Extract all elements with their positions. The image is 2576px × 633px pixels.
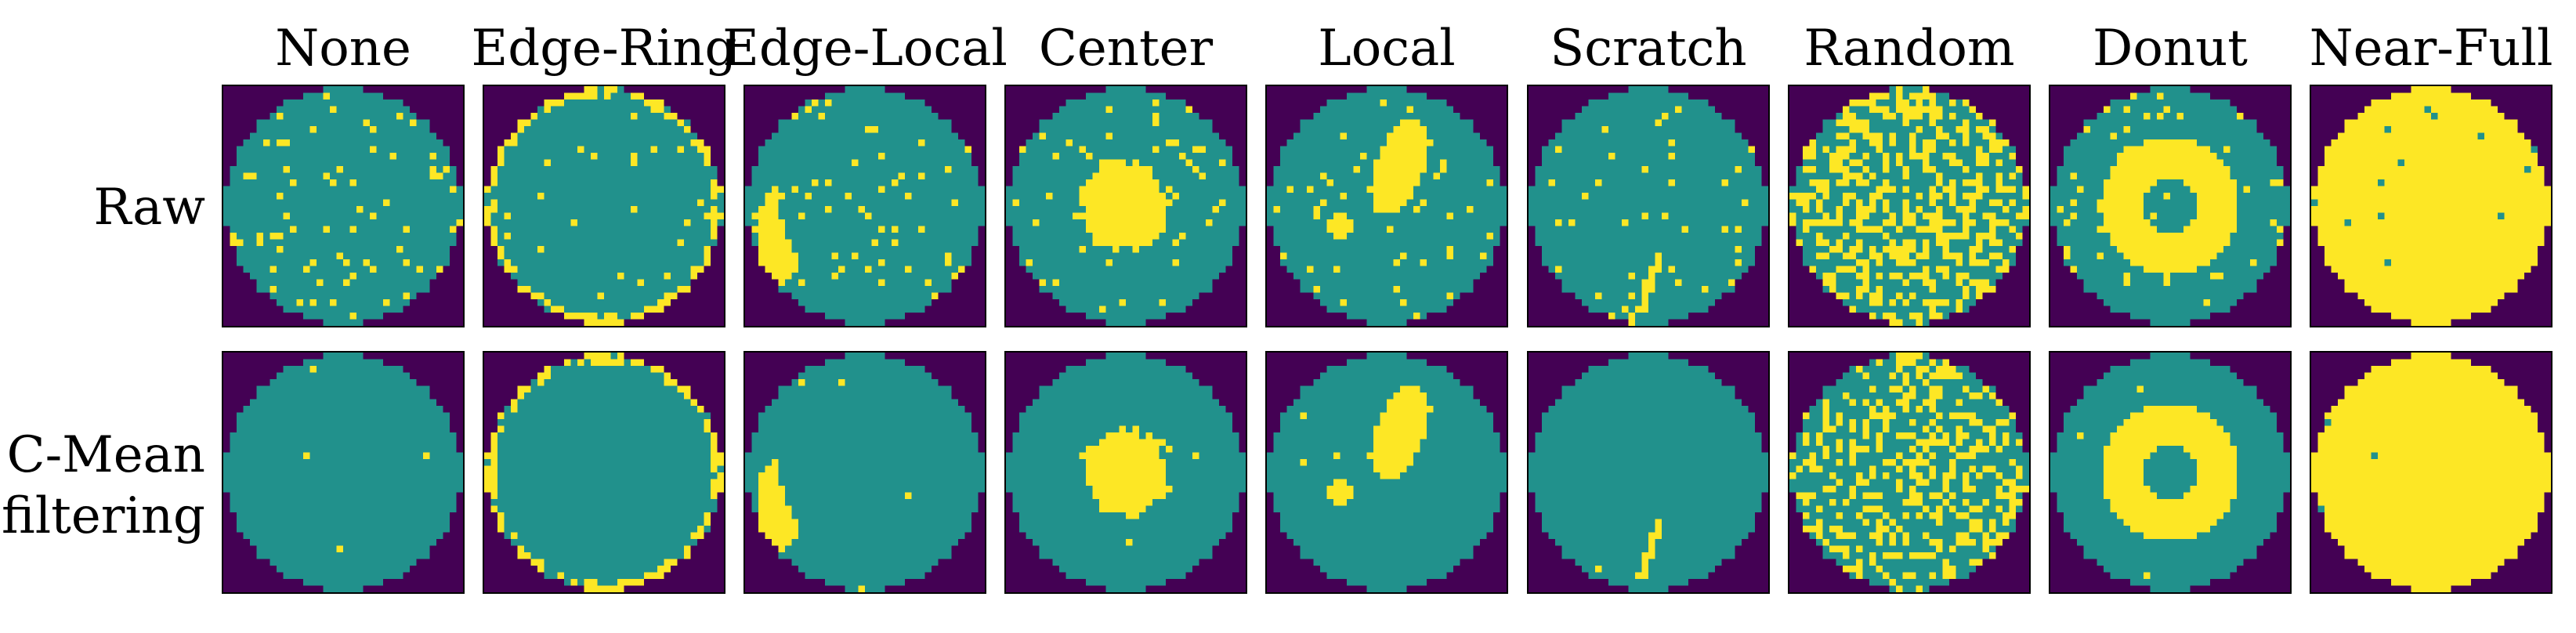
wafer-map-filtered-center xyxy=(1004,351,1247,594)
row-label-raw: Raw xyxy=(93,179,205,237)
wafer-map-filtered-none xyxy=(222,351,465,594)
column-label-scratch: Scratch xyxy=(1550,20,1747,78)
row-label-cmean-line1: C-Mean xyxy=(6,426,205,484)
wafer-map-filtered-near-full xyxy=(2310,351,2552,594)
wafer-map-filtered-local xyxy=(1265,351,1508,594)
wafer-map-raw-random xyxy=(1788,85,2031,327)
wafer-map-raw-edge-local xyxy=(743,85,986,327)
wafer-map-raw-center xyxy=(1004,85,1247,327)
column-label-none: None xyxy=(275,20,411,78)
wafer-map-raw-near-full xyxy=(2310,85,2552,327)
wafer-map-filtered-random xyxy=(1788,351,2031,594)
column-label-near-full: Near-Full xyxy=(2309,20,2553,78)
column-label-random: Random xyxy=(1804,20,2015,78)
row-label-cmean-line2: filtering xyxy=(2,487,205,545)
wafer-map-raw-donut xyxy=(2049,85,2292,327)
wafer-map-raw-none xyxy=(222,85,465,327)
wafer-map-filtered-scratch xyxy=(1527,351,1770,594)
column-label-center: Center xyxy=(1038,20,1214,78)
wafer-map-raw-local xyxy=(1265,85,1508,327)
column-label-edge-ring: Edge-Ring xyxy=(471,20,737,78)
column-label-edge-local: Edge-Local xyxy=(722,20,1008,78)
wafer-map-raw-scratch xyxy=(1527,85,1770,327)
column-label-donut: Donut xyxy=(2093,20,2248,78)
wafer-map-filtered-donut xyxy=(2049,351,2292,594)
column-label-local: Local xyxy=(1318,20,1456,78)
wafer-map-filtered-edge-ring xyxy=(483,351,725,594)
wafer-map-filtered-edge-local xyxy=(743,351,986,594)
wafer-map-raw-edge-ring xyxy=(483,85,725,327)
